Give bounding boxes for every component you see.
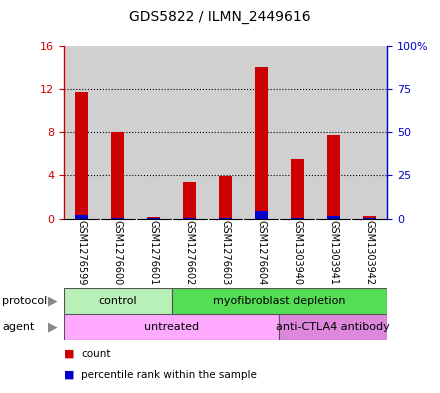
Text: GSM1276604: GSM1276604 xyxy=(257,220,267,286)
Bar xyxy=(279,314,387,340)
Bar xyxy=(111,132,124,219)
Text: percentile rank within the sample: percentile rank within the sample xyxy=(81,370,257,380)
Text: count: count xyxy=(81,349,111,359)
Bar xyxy=(255,211,268,219)
Bar xyxy=(315,46,351,219)
Text: GSM1276602: GSM1276602 xyxy=(184,220,194,286)
Text: ■: ■ xyxy=(64,349,74,359)
Bar xyxy=(243,46,279,219)
Bar xyxy=(172,288,387,314)
Bar xyxy=(76,92,88,219)
Bar xyxy=(172,46,208,219)
Bar xyxy=(136,46,172,219)
Text: anti-CTLA4 antibody: anti-CTLA4 antibody xyxy=(276,322,390,332)
Text: GDS5822 / ILMN_2449616: GDS5822 / ILMN_2449616 xyxy=(129,10,311,24)
Bar xyxy=(100,46,136,219)
Text: agent: agent xyxy=(2,322,35,332)
Text: GSM1276599: GSM1276599 xyxy=(77,220,87,286)
Text: GSM1303941: GSM1303941 xyxy=(328,220,338,285)
Text: GSM1276601: GSM1276601 xyxy=(149,220,159,286)
Bar xyxy=(351,46,387,219)
Bar xyxy=(64,288,172,314)
Text: GSM1276600: GSM1276600 xyxy=(113,220,123,286)
Text: untreated: untreated xyxy=(144,322,199,332)
Bar xyxy=(208,46,243,219)
Text: ■: ■ xyxy=(64,370,74,380)
Bar xyxy=(147,217,160,219)
Text: GSM1303940: GSM1303940 xyxy=(292,220,302,285)
Bar xyxy=(255,67,268,219)
Text: GSM1276603: GSM1276603 xyxy=(220,220,231,286)
Bar xyxy=(279,46,315,219)
Bar xyxy=(76,215,88,219)
Bar xyxy=(183,182,196,219)
Text: GSM1303942: GSM1303942 xyxy=(364,220,374,285)
Bar xyxy=(219,218,232,219)
Bar xyxy=(291,159,304,219)
Text: control: control xyxy=(99,296,137,306)
Bar xyxy=(327,135,340,219)
Bar xyxy=(219,176,232,219)
Bar xyxy=(327,216,340,219)
Bar xyxy=(363,216,375,219)
Bar xyxy=(291,218,304,219)
Text: ▶: ▶ xyxy=(48,294,58,307)
Bar xyxy=(64,46,100,219)
Text: protocol: protocol xyxy=(2,296,48,306)
Bar xyxy=(64,314,279,340)
Text: myofibroblast depletion: myofibroblast depletion xyxy=(213,296,346,306)
Text: ▶: ▶ xyxy=(48,321,58,334)
Bar xyxy=(111,218,124,219)
